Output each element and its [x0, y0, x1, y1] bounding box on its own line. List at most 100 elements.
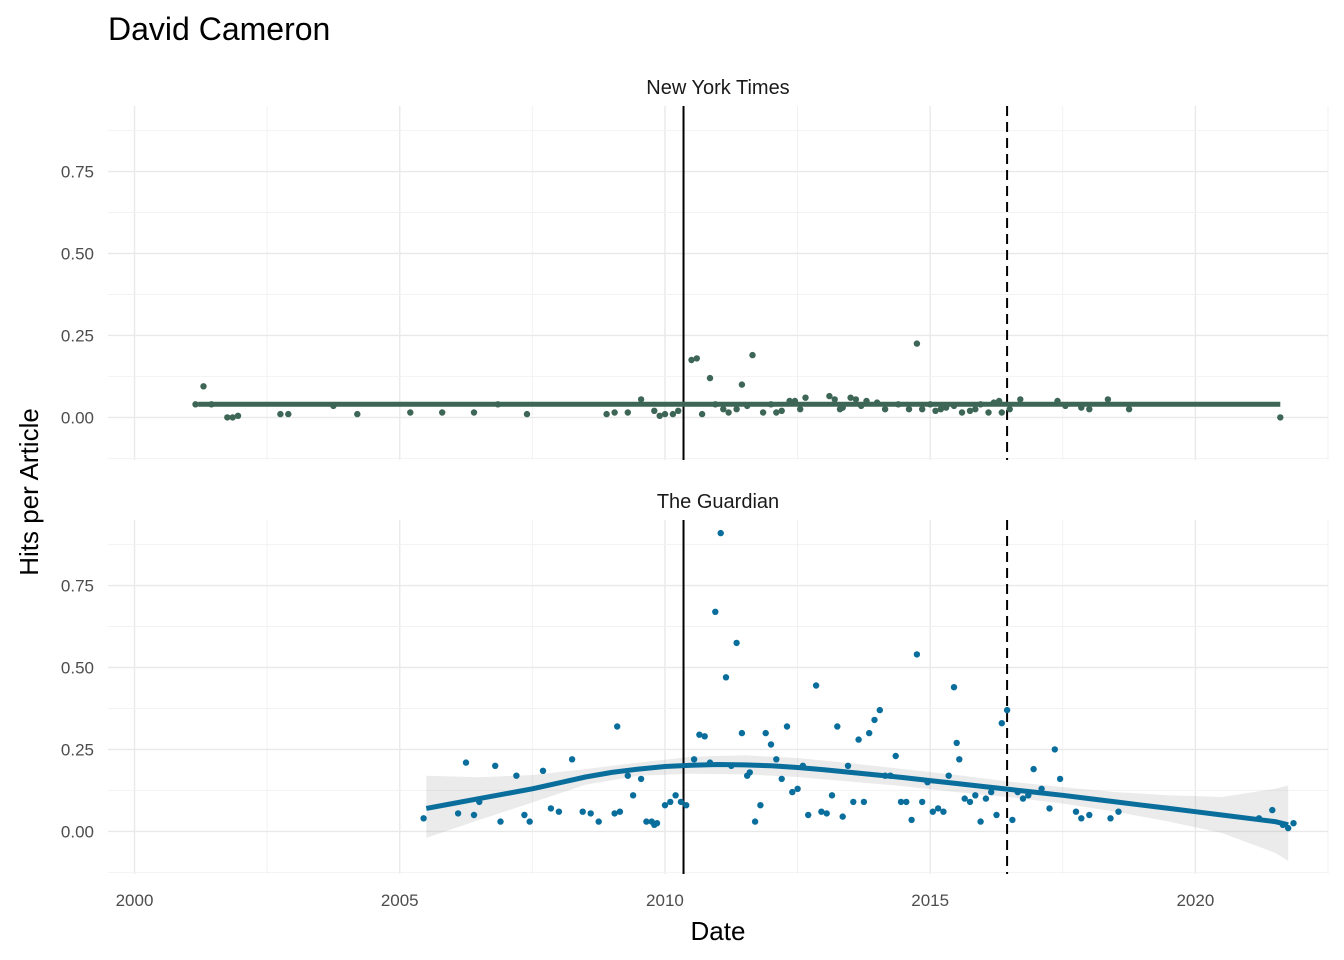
x-tick-label: 2000	[116, 891, 154, 910]
data-point	[234, 412, 242, 419]
data-point	[454, 810, 462, 817]
data-point	[998, 409, 1005, 416]
x-tick-label: 2020	[1176, 891, 1214, 910]
y-tick-label: 0.75	[61, 577, 94, 596]
data-point	[706, 374, 714, 382]
data-point	[749, 351, 756, 359]
y-tick-label: 0.75	[61, 163, 94, 182]
chart-title: David Cameron	[108, 11, 330, 47]
data-point	[797, 406, 804, 413]
data-point	[834, 723, 841, 730]
y-tick-label: 0.25	[61, 740, 94, 759]
data-point	[919, 798, 926, 806]
data-point	[624, 409, 631, 416]
data-point	[897, 798, 905, 806]
data-point	[866, 729, 873, 737]
data-point	[420, 815, 427, 822]
data-point	[913, 340, 921, 347]
data-point	[717, 529, 724, 537]
data-point	[950, 684, 958, 691]
data-point	[757, 802, 764, 809]
data-point	[1115, 808, 1122, 815]
data-point	[852, 396, 860, 403]
data-point	[722, 674, 730, 681]
data-point	[961, 795, 968, 802]
panel-new-york-times: New York Times	[108, 77, 1329, 460]
data-point	[285, 410, 292, 418]
data-point	[828, 792, 836, 799]
data-point	[812, 682, 820, 689]
data-point	[200, 383, 207, 390]
data-point	[826, 392, 833, 400]
gridlines	[108, 520, 1329, 874]
data-point	[439, 409, 446, 416]
data-point	[778, 407, 785, 414]
data-point	[555, 808, 563, 815]
y-axis-ticks: 0.00 0.25 0.50 0.75 0.00 0.25 0.50 0.75	[61, 163, 94, 842]
data-point	[629, 792, 637, 799]
data-point	[688, 356, 695, 364]
x-tick-label: 2015	[911, 891, 949, 910]
data-point	[1019, 795, 1027, 802]
data-point	[725, 409, 732, 416]
data-point	[526, 818, 533, 825]
data-point	[855, 736, 862, 743]
data-point	[977, 818, 984, 825]
data-point	[675, 407, 682, 414]
data-point	[751, 818, 759, 825]
data-point	[616, 808, 624, 815]
data-point	[993, 811, 1000, 819]
data-point	[611, 409, 618, 416]
data-point	[913, 651, 921, 658]
x-tick-label: 2010	[646, 891, 684, 910]
data-point	[224, 414, 231, 421]
data-point	[661, 802, 669, 809]
data-point	[1078, 815, 1085, 822]
data-point	[1051, 746, 1059, 753]
data-point	[720, 406, 727, 413]
y-tick-label: 0.25	[61, 326, 94, 345]
data-point	[953, 739, 960, 747]
data-point	[733, 639, 740, 647]
data-point	[929, 808, 936, 815]
data-point	[881, 406, 889, 413]
data-point	[783, 723, 791, 730]
data-point	[871, 716, 878, 724]
data-point	[733, 406, 740, 413]
data-point	[1125, 406, 1133, 413]
data-point	[712, 608, 719, 615]
data-point	[823, 810, 830, 817]
data-point	[624, 772, 631, 779]
data-point	[844, 762, 852, 769]
data-point	[831, 396, 838, 403]
panel-title-the-guardian: The Guardian	[657, 491, 779, 513]
data-point	[876, 706, 883, 714]
data-point	[595, 818, 602, 825]
data-point	[587, 810, 594, 817]
data-point	[934, 805, 942, 812]
trend-line	[425, 762, 1289, 828]
data-point	[651, 407, 658, 414]
data-point	[937, 406, 944, 413]
data-point	[860, 798, 868, 806]
data-point	[523, 410, 531, 418]
data-point	[972, 792, 979, 799]
data-point	[407, 409, 414, 416]
y-tick-label: 0.00	[61, 408, 94, 427]
data-point	[672, 792, 679, 799]
data-point	[789, 788, 796, 796]
data-point	[1030, 765, 1037, 773]
data-point	[966, 407, 974, 414]
data-point	[693, 355, 700, 362]
data-point	[683, 802, 690, 809]
data-point	[1107, 815, 1114, 822]
data-point	[850, 798, 857, 806]
y-axis-label: Hits per Article	[14, 408, 44, 576]
data-point	[637, 775, 645, 783]
data-point	[470, 409, 478, 416]
y-tick-label: 0.50	[61, 245, 94, 264]
panel-the-guardian: The Guardian	[108, 491, 1329, 874]
data-point	[940, 808, 947, 815]
data-point	[945, 772, 952, 779]
data-point	[696, 731, 703, 738]
